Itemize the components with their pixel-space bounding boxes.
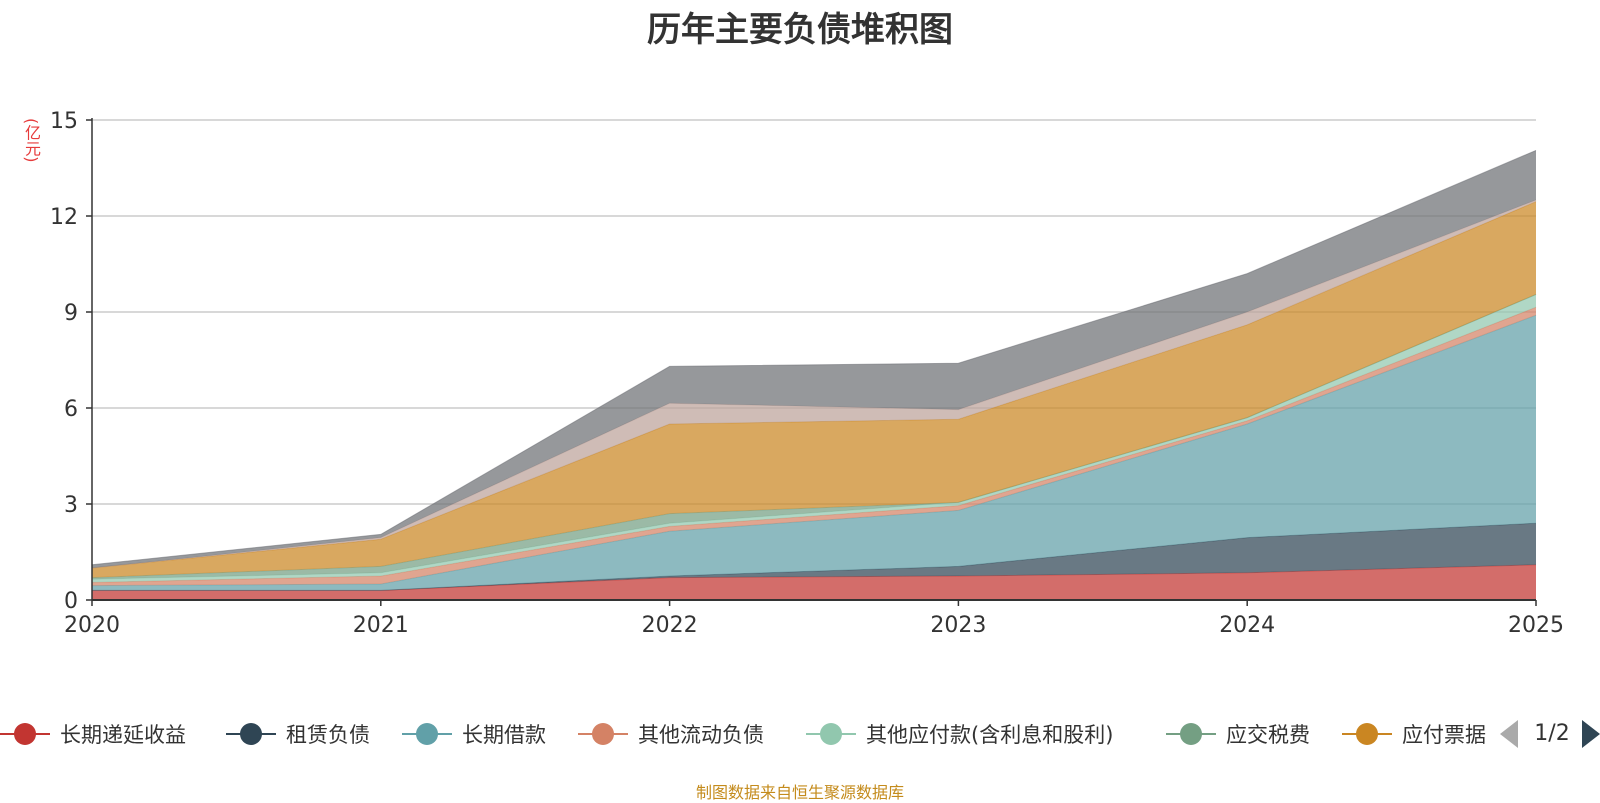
x-tick-label: 2021: [353, 613, 409, 638]
legend-item[interactable]: 应交税费: [1166, 712, 1310, 756]
legend-marker-icon: [1342, 722, 1392, 746]
legend-item-label: 长期递延收益: [60, 723, 186, 747]
x-tick-label: 2023: [930, 613, 986, 638]
legend-item-label: 长期借款: [462, 723, 546, 747]
legend-marker-icon: [578, 722, 628, 746]
legend-item[interactable]: 其他流动负债: [578, 712, 764, 756]
legend-item-label: 应付票据: [1402, 723, 1486, 747]
legend-next-page-icon[interactable]: [1582, 720, 1600, 748]
area-series-line-9: [91, 149, 1537, 566]
source-note: 制图数据来自恒生聚源数据库: [695, 783, 904, 802]
y-tick-label: 9: [64, 301, 78, 326]
chart-title: 历年主要负债堆积图: [647, 10, 953, 50]
legend-item[interactable]: 租赁负债: [226, 712, 370, 756]
y-tick-label: 15: [50, 109, 78, 134]
x-tick-label: 2025: [1508, 613, 1564, 638]
area-series-7[interactable]: [92, 201, 1536, 578]
legend-item[interactable]: 应付票据: [1342, 712, 1486, 756]
legend-item[interactable]: 长期递延收益: [0, 712, 186, 756]
legend-marker-icon: [226, 722, 276, 746]
area-series-1[interactable]: [92, 564, 1536, 600]
legend-prev-page-icon[interactable]: [1500, 720, 1518, 748]
legend-item[interactable]: 长期借款: [402, 712, 546, 756]
legend-item-label: 其他应付款(含利息和股利): [866, 723, 1114, 747]
y-axis-unit-label: (亿元): [22, 118, 41, 163]
legend-marker-icon: [806, 722, 856, 746]
legend-marker-icon: [402, 722, 452, 746]
legend-marker-icon: [1166, 722, 1216, 746]
area-series-3[interactable]: [92, 315, 1536, 591]
x-tick-label: 2022: [642, 613, 698, 638]
x-tick-label: 2020: [64, 613, 120, 638]
legend-item-label: 应交税费: [1226, 723, 1310, 747]
legend-item[interactable]: 其他应付款(含利息和股利): [806, 712, 1113, 756]
legend-marker-icon: [0, 722, 50, 746]
area-series-2[interactable]: [92, 523, 1536, 591]
legend: 长期递延收益 租赁负债 长期借款 其他流动负债 其他应付款(含利息和股利) 应交税费 应付票…: [0, 712, 1490, 756]
y-tick-label: 3: [64, 493, 78, 518]
y-tick-label: 6: [64, 397, 78, 422]
x-tick-label: 2024: [1219, 613, 1275, 638]
legend-page-indicator: 1/2: [1534, 721, 1570, 746]
y-tick-label: 12: [50, 205, 78, 230]
chart-plot: 0 3 6 9 12 15 2020 2021 2022 2023 2024 2025: [50, 109, 1564, 638]
legend-item-label: 其他流动负债: [638, 723, 764, 747]
legend-pager: 1/2: [1500, 716, 1600, 752]
y-tick-label: 0: [64, 589, 78, 614]
legend-item-label: 租赁负债: [286, 723, 370, 747]
